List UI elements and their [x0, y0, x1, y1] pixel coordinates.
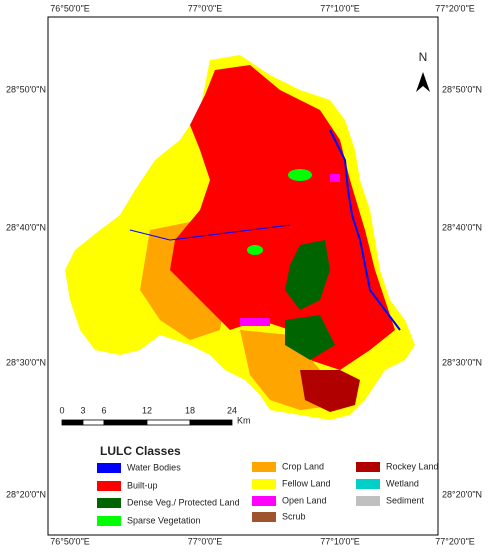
scale-label: 0: [59, 405, 64, 415]
north-arrow: N: [416, 50, 430, 92]
legend-label: Built-up: [127, 480, 158, 490]
top-axis-label: 77°0'0"E: [188, 3, 223, 13]
scale-segment: [189, 419, 233, 426]
legend-swatch: [252, 496, 276, 506]
canal: [129, 224, 291, 241]
bottom-axis-label: 77°20'0"E: [435, 536, 475, 546]
scale-segment: [82, 419, 105, 426]
graticule-labels: 76°50'0"E 77°0'0"E 77°10'0"E 77°20'0"E 76°50…: [6, 3, 482, 546]
open-land-2: [330, 174, 340, 182]
right-axis-label: 28°40'0"N: [442, 222, 482, 232]
legend-swatch: [252, 512, 276, 522]
legend-swatch: [97, 516, 121, 526]
top-axis-label: 76°50'0"E: [50, 3, 90, 13]
legend-swatch: [252, 462, 276, 472]
left-axis-label: 28°30'0"N: [6, 357, 46, 367]
sparse-veg-2: [247, 245, 263, 255]
bottom-axis-label: 77°10'0"E: [320, 536, 360, 546]
map-area: [65, 55, 415, 420]
scale-segment: [61, 419, 84, 426]
legend-label: Sediment: [386, 495, 425, 505]
left-axis-label: 28°50'0"N: [6, 84, 46, 94]
north-label: N: [419, 50, 428, 64]
scale-label: 18: [185, 405, 195, 415]
open-land: [240, 318, 270, 326]
right-axis-label: 28°50'0"N: [442, 84, 482, 94]
rockey-area: [300, 370, 360, 412]
right-axis-label: 28°30'0"N: [442, 357, 482, 367]
scale-label: 12: [142, 405, 152, 415]
legend-swatch: [356, 462, 380, 472]
legend-label: Wetland: [386, 478, 419, 488]
right-axis-label: 28°20'0"N: [442, 489, 482, 499]
scale-label: 6: [101, 405, 106, 415]
legend-swatch: [356, 496, 380, 506]
dense-veg: [285, 240, 330, 310]
north-arrow-shape: [416, 72, 430, 92]
legend-label: Open Land: [282, 495, 327, 505]
legend-label: Crop Land: [282, 461, 324, 471]
legend-swatch: [252, 479, 276, 489]
sparse-veg: [288, 169, 312, 181]
legend-label: Sparse Vegetation: [127, 515, 201, 525]
scale-label: 24: [227, 405, 237, 415]
scale-segment: [103, 419, 148, 426]
left-axis-label: 28°20'0"N: [6, 489, 46, 499]
top-axis-label: 77°10'0"E: [320, 3, 360, 13]
legend: LULC Classes Water Bodies Built-up Dense V…: [97, 444, 439, 526]
dense-veg-2: [285, 315, 335, 360]
legend-swatch: [97, 463, 121, 473]
scale-segment: [146, 419, 191, 426]
legend-label: Fellow Land: [282, 478, 331, 488]
legend-swatch: [356, 479, 380, 489]
legend-swatch: [97, 498, 121, 508]
top-axis-label: 77°20'0"E: [435, 3, 475, 13]
legend-label: Dense Veg./ Protected Land: [127, 497, 240, 507]
bottom-axis-label: 77°0'0"E: [188, 536, 223, 546]
scale-unit: Km: [237, 415, 251, 425]
legend-label: Rockey Land: [386, 461, 439, 471]
scale-label: 3: [80, 405, 85, 415]
river: [329, 129, 401, 331]
legend-title: LULC Classes: [100, 444, 181, 458]
builtup-area: [170, 65, 395, 370]
legend-label: Water Bodies: [127, 462, 181, 472]
left-axis-label: 28°40'0"N: [6, 222, 46, 232]
legend-label: Scrub: [282, 511, 306, 521]
bottom-axis-label: 76°50'0"E: [50, 536, 90, 546]
legend-swatch: [97, 481, 121, 491]
